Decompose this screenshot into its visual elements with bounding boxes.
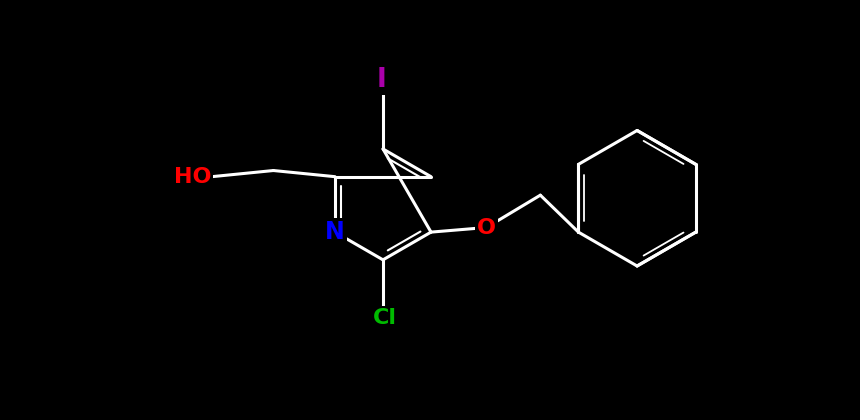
Text: O: O xyxy=(477,218,496,237)
Text: Cl: Cl xyxy=(372,307,396,328)
Text: N: N xyxy=(325,220,345,244)
Text: HO: HO xyxy=(175,167,212,186)
Text: I: I xyxy=(377,67,386,93)
